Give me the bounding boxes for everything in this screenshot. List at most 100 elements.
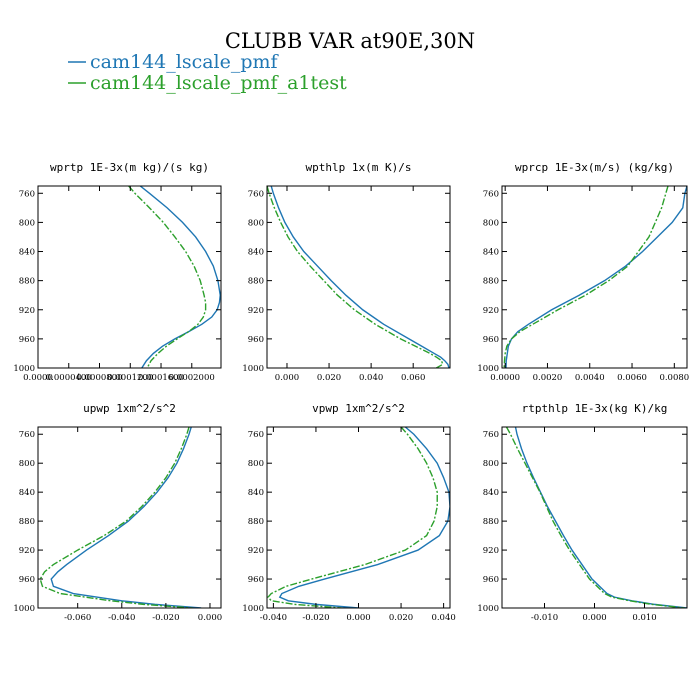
series-line-1 bbox=[514, 427, 687, 608]
panel-2: wpthlp 1x(m K)/s 760 800 840 880 920 960 1000 0.… bbox=[242, 161, 451, 383]
series-line-2 bbox=[267, 186, 444, 368]
series-line-1 bbox=[139, 186, 221, 368]
panel-5: vpwp 1xm^2/s^27608008408809209601000-0.0… bbox=[242, 402, 455, 623]
y-tick-label: 960 bbox=[483, 335, 499, 345]
y-tick-label: 1000 bbox=[242, 364, 264, 374]
y-tick-label: 920 bbox=[19, 306, 35, 316]
plot-frame bbox=[266, 426, 451, 609]
x-tick-label: 0.0040 bbox=[575, 373, 605, 383]
x-tick-label: -0.040 bbox=[108, 613, 135, 623]
series-line-2 bbox=[503, 186, 669, 368]
y-tick-label: 880 bbox=[248, 517, 264, 527]
y-tick-label: 920 bbox=[248, 306, 264, 316]
x-tick-label: -0.020 bbox=[302, 613, 329, 623]
y-tick-label: 800 bbox=[248, 218, 264, 228]
y-tick-label: 960 bbox=[483, 575, 499, 585]
y-tick-label: 960 bbox=[248, 335, 264, 345]
y-tick-label: 880 bbox=[483, 517, 499, 527]
y-tick-label: 840 bbox=[483, 248, 499, 258]
y-tick-label: 1000 bbox=[13, 604, 35, 614]
x-tick-label: 0.0000 bbox=[490, 373, 520, 383]
x-tick-label: 0.0001200 bbox=[107, 373, 153, 383]
y-tick-label: 760 bbox=[19, 189, 35, 199]
panel-title: upwp 1xm^2/s^2 bbox=[83, 402, 176, 415]
y-tick-label: 840 bbox=[19, 248, 35, 258]
y-tick-label: 960 bbox=[19, 335, 35, 345]
legend-label-series-1: cam144_lscale_pmf bbox=[90, 51, 280, 73]
y-tick-label: 840 bbox=[19, 488, 35, 498]
x-tick-label: 0.040 bbox=[431, 613, 455, 623]
x-tick-label: 0.0060 bbox=[617, 373, 647, 383]
y-tick-label: 960 bbox=[248, 575, 264, 585]
series-line-1 bbox=[50, 427, 202, 608]
panel-4: upwp 1xm^2/s^2 760 800 840 880 920 960 1000 -0.0… bbox=[13, 402, 222, 623]
y-tick-label: 800 bbox=[483, 218, 499, 228]
x-tick-label: 0.0002000 bbox=[169, 373, 215, 383]
y-tick-label: 960 bbox=[19, 575, 35, 585]
y-tick-label: 1000 bbox=[13, 364, 35, 374]
x-tick-label: 0.000 bbox=[346, 613, 370, 623]
panel-title: wpthlp 1x(m K)/s bbox=[306, 161, 412, 174]
y-tick-label: 800 bbox=[248, 459, 264, 469]
panel-3: wprcp 1E-3x(m/s) (kg/kg) 760 800 840 880 920 9… bbox=[477, 161, 689, 383]
y-tick-label: 880 bbox=[248, 277, 264, 287]
y-tick-label: 920 bbox=[19, 546, 35, 556]
x-tick-label: 0.060 bbox=[401, 373, 425, 383]
panel-title: wprtp 1E-3x(m kg)/(s kg) bbox=[50, 161, 209, 174]
plot-frame bbox=[37, 185, 222, 369]
panel-1: wprtp 1E-3x(m kg)/(s kg) 760 800 840 880 920 9… bbox=[13, 161, 222, 383]
x-tick-label: 0.0080 bbox=[659, 373, 689, 383]
y-tick-label: 880 bbox=[19, 517, 35, 527]
x-tick-label: -0.010 bbox=[531, 613, 558, 623]
y-tick-label: 920 bbox=[483, 546, 499, 556]
legend: cam144_lscale_pmf cam144_lscale_pmf_a1te… bbox=[68, 51, 347, 94]
plot-frame bbox=[266, 185, 451, 369]
plot-frame bbox=[37, 426, 222, 609]
x-tick-label: 0.010 bbox=[632, 613, 656, 623]
y-tick-label: 1000 bbox=[477, 604, 499, 614]
y-tick-label: 840 bbox=[248, 248, 264, 258]
y-tick-label: 1000 bbox=[477, 364, 499, 374]
x-tick-label: 0.0000800 bbox=[77, 373, 123, 383]
x-tick-label: -0.020 bbox=[152, 613, 179, 623]
y-tick-label: 760 bbox=[483, 189, 499, 199]
x-tick-label: 0.0000400 bbox=[46, 373, 92, 383]
panel-6: rtpthlp 1E-3x(kg K)/kg 760 800 840 880 920 960… bbox=[477, 402, 688, 623]
x-tick-label: -0.060 bbox=[64, 613, 91, 623]
series-line-1 bbox=[278, 427, 450, 608]
series-line-1 bbox=[270, 186, 450, 368]
figure-title: CLUBB VAR at90E,30N bbox=[225, 29, 475, 53]
y-tick-label: 760 bbox=[248, 189, 264, 199]
y-tick-label: 760 bbox=[19, 430, 35, 440]
y-tick-label: 1000 bbox=[242, 604, 264, 614]
panels-group: wprtp 1E-3x(m kg)/(s kg) 760 800 840 880 920 9… bbox=[13, 161, 689, 623]
y-tick-label: 920 bbox=[248, 546, 264, 556]
x-tick-label: -0.040 bbox=[260, 613, 287, 623]
x-tick-label: 0.000 bbox=[198, 613, 222, 623]
y-tick-label: 840 bbox=[248, 488, 264, 498]
x-tick-label: 0.0000 bbox=[23, 373, 53, 383]
y-tick-label: 880 bbox=[19, 277, 35, 287]
y-tick-label: 760 bbox=[248, 430, 264, 440]
series-line-2 bbox=[505, 427, 685, 608]
y-tick-label: 800 bbox=[483, 459, 499, 469]
legend-label-series-2: cam144_lscale_pmf_a1test bbox=[90, 72, 347, 94]
panel-title: rtpthlp 1E-3x(kg K)/kg bbox=[522, 402, 668, 415]
x-tick-label: 0.0020 bbox=[533, 373, 563, 383]
series-line-1 bbox=[505, 186, 687, 368]
x-tick-label: 0.000 bbox=[582, 613, 606, 623]
plot-frame bbox=[501, 185, 688, 369]
y-tick-label: 920 bbox=[483, 306, 499, 316]
y-tick-label: 880 bbox=[483, 277, 499, 287]
y-tick-label: 840 bbox=[483, 488, 499, 498]
series-line-2 bbox=[128, 186, 207, 368]
y-tick-label: 760 bbox=[483, 430, 499, 440]
series-line-2 bbox=[39, 427, 193, 608]
x-tick-label: 0.0001600 bbox=[138, 373, 184, 383]
x-tick-label: 0.000 bbox=[275, 373, 299, 383]
series-line-2 bbox=[267, 427, 438, 608]
panel-title: wprcp 1E-3x(m/s) (kg/kg) bbox=[515, 161, 674, 174]
x-tick-label: 0.020 bbox=[389, 613, 413, 623]
panel-title: vpwp 1xm^2/s^2 bbox=[312, 402, 405, 415]
